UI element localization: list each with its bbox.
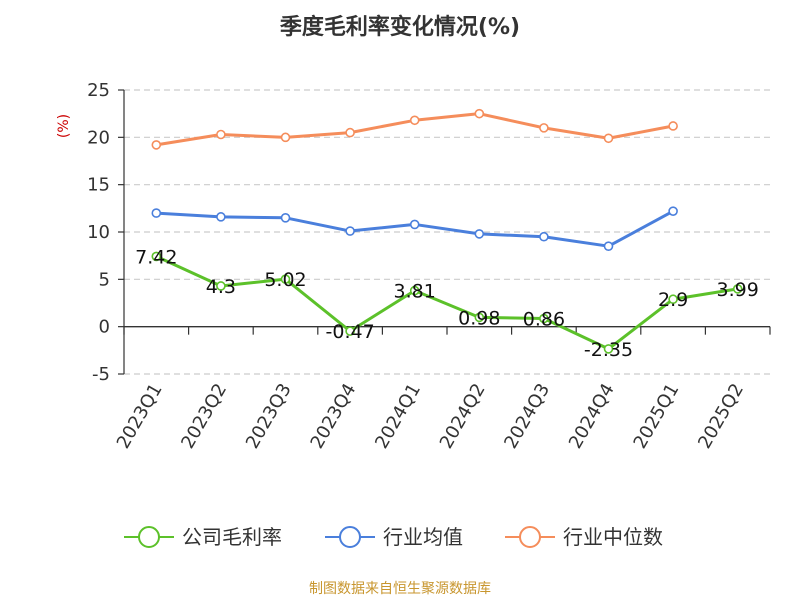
grid-lines <box>124 89 770 375</box>
data-label: 4.3 <box>206 276 236 298</box>
data-label: 7.42 <box>135 246 177 268</box>
legend-marker <box>519 526 541 548</box>
data-point <box>409 219 420 230</box>
source-note: 制图数据来自恒生聚源数据库 <box>309 581 491 597</box>
data-point <box>603 344 614 354</box>
data-label: 0.86 <box>523 309 565 331</box>
data-label: 2.9 <box>658 289 688 311</box>
y-tick-label: 15 <box>87 175 110 196</box>
data-point <box>280 132 291 143</box>
series-layer <box>151 108 743 354</box>
legend-marker <box>339 526 361 548</box>
data-point <box>345 326 355 336</box>
data-point <box>151 140 162 150</box>
data-point <box>474 229 485 239</box>
data-point <box>539 123 549 133</box>
data-label: 3.99 <box>717 279 759 301</box>
legend: 公司毛利率 行业均值 行业中位数 <box>124 525 663 549</box>
data-point <box>732 284 743 294</box>
x-tick-label: 2025Q1 <box>630 380 684 452</box>
data-point <box>216 129 226 140</box>
y-tick-label: 10 <box>87 222 110 243</box>
data-label: -2.35 <box>584 339 633 361</box>
chart-title: 季度毛利率变化情况(%) <box>280 14 520 40</box>
legend-label: 行业中位数 <box>563 525 663 549</box>
series-line <box>155 255 738 351</box>
data-point <box>539 313 549 324</box>
y-axis-unit: (%) <box>56 114 72 138</box>
x-tick-label: 2023Q3 <box>242 380 296 452</box>
data-point <box>280 274 291 284</box>
data-point <box>345 226 355 236</box>
data-point <box>474 312 485 323</box>
data-label: 0.98 <box>458 307 500 329</box>
data-label: 5.02 <box>264 269 306 291</box>
data-point <box>539 231 549 242</box>
x-tick-label: 2024Q4 <box>565 380 619 452</box>
data-point <box>409 115 420 126</box>
x-tick-label: 2024Q2 <box>436 380 490 452</box>
data-point <box>603 241 614 251</box>
x-tick-label: 2024Q1 <box>371 380 425 452</box>
x-tick-label: 2023Q4 <box>307 380 361 452</box>
y-tick-label: 0 <box>99 317 110 338</box>
data-point <box>345 127 355 138</box>
legend-label: 公司毛利率 <box>182 525 282 549</box>
data-labels: 7.42 4.3 5.02 -0.47 3.81 0.98 0.86 -2.35 2.9 3.99 <box>135 246 759 360</box>
x-tick-label: 2023Q1 <box>113 380 167 452</box>
data-point <box>216 212 226 222</box>
data-point <box>474 108 485 119</box>
y-tick-label: -5 <box>92 364 110 385</box>
y-tick-label: 25 <box>87 80 110 101</box>
data-point <box>668 294 678 305</box>
data-point <box>216 281 226 291</box>
legend-marker <box>138 526 160 548</box>
y-tick-label: 5 <box>99 269 110 290</box>
data-point <box>409 285 420 296</box>
data-point <box>280 213 291 223</box>
data-point <box>668 206 678 216</box>
data-label: 3.81 <box>394 281 436 303</box>
data-point <box>151 208 162 218</box>
data-point <box>603 133 614 144</box>
data-point <box>668 121 678 131</box>
legend-label: 行业均值 <box>383 525 463 549</box>
y-tick-label: 20 <box>87 127 110 148</box>
x-tick-label: 2023Q2 <box>177 380 231 452</box>
x-tick-label: 2025Q2 <box>694 380 748 452</box>
data-point <box>151 251 162 262</box>
data-label: -0.47 <box>326 321 375 343</box>
x-tick-label: 2024Q3 <box>500 380 554 452</box>
